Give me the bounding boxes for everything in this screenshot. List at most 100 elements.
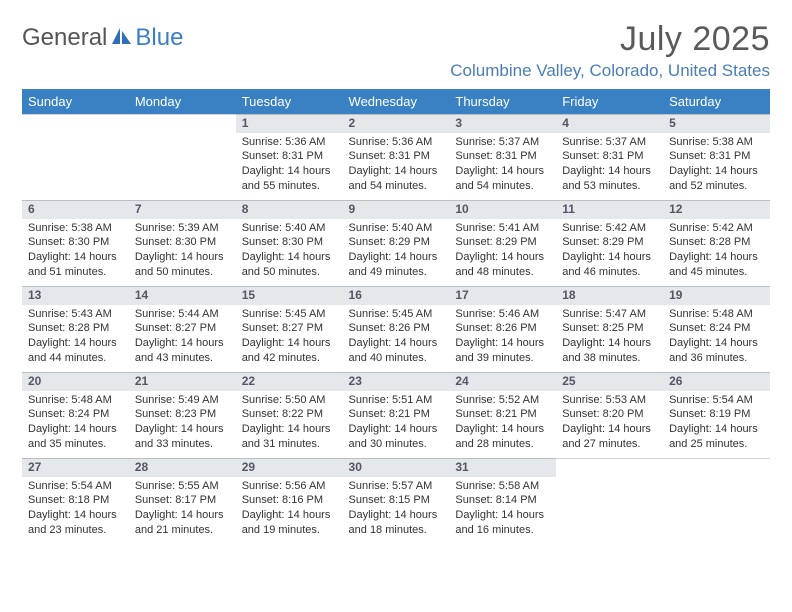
sunset-line: Sunset: 8:31 PM bbox=[562, 149, 657, 164]
day-content-row: Sunrise: 5:54 AMSunset: 8:18 PMDaylight:… bbox=[22, 477, 770, 545]
day-number-row: 13141516171819 bbox=[22, 287, 770, 305]
daylight-line: Daylight: 14 hours and 23 minutes. bbox=[28, 508, 123, 538]
page-title: July 2025 bbox=[450, 20, 770, 59]
sunset-line: Sunset: 8:17 PM bbox=[135, 493, 230, 508]
sunrise-line: Sunrise: 5:39 AM bbox=[135, 221, 230, 236]
sunrise-line: Sunrise: 5:40 AM bbox=[349, 221, 444, 236]
weekday-header: Friday bbox=[556, 89, 663, 115]
sunrise-line: Sunrise: 5:41 AM bbox=[455, 221, 550, 236]
day-number-cell: 4 bbox=[556, 115, 663, 133]
sunset-line: Sunset: 8:27 PM bbox=[242, 321, 337, 336]
sunset-line: Sunset: 8:14 PM bbox=[455, 493, 550, 508]
weekday-header: Sunday bbox=[22, 89, 129, 115]
daylight-line: Daylight: 14 hours and 50 minutes. bbox=[135, 250, 230, 280]
sunset-line: Sunset: 8:31 PM bbox=[669, 149, 764, 164]
day-content-cell: Sunrise: 5:49 AMSunset: 8:23 PMDaylight:… bbox=[129, 391, 236, 459]
daylight-line: Daylight: 14 hours and 43 minutes. bbox=[135, 336, 230, 366]
day-number-cell: 2 bbox=[343, 115, 450, 133]
day-content-cell: Sunrise: 5:43 AMSunset: 8:28 PMDaylight:… bbox=[22, 305, 129, 373]
daylight-line: Daylight: 14 hours and 46 minutes. bbox=[562, 250, 657, 280]
day-content-cell: Sunrise: 5:36 AMSunset: 8:31 PMDaylight:… bbox=[343, 133, 450, 201]
day-content-cell bbox=[663, 477, 770, 545]
sunset-line: Sunset: 8:23 PM bbox=[135, 407, 230, 422]
day-number-cell: 3 bbox=[449, 115, 556, 133]
sunrise-line: Sunrise: 5:50 AM bbox=[242, 393, 337, 408]
daylight-line: Daylight: 14 hours and 48 minutes. bbox=[455, 250, 550, 280]
day-content-cell: Sunrise: 5:48 AMSunset: 8:24 PMDaylight:… bbox=[22, 391, 129, 459]
daylight-line: Daylight: 14 hours and 31 minutes. bbox=[242, 422, 337, 452]
day-number-cell: 12 bbox=[663, 201, 770, 219]
day-number-cell bbox=[663, 459, 770, 477]
sunrise-line: Sunrise: 5:49 AM bbox=[135, 393, 230, 408]
daylight-line: Daylight: 14 hours and 16 minutes. bbox=[455, 508, 550, 538]
day-content-cell: Sunrise: 5:55 AMSunset: 8:17 PMDaylight:… bbox=[129, 477, 236, 545]
day-number-cell: 30 bbox=[343, 459, 450, 477]
weekday-header: Tuesday bbox=[236, 89, 343, 115]
day-content-cell: Sunrise: 5:38 AMSunset: 8:31 PMDaylight:… bbox=[663, 133, 770, 201]
sunset-line: Sunset: 8:21 PM bbox=[349, 407, 444, 422]
sunrise-line: Sunrise: 5:36 AM bbox=[349, 135, 444, 150]
weekday-header: Thursday bbox=[449, 89, 556, 115]
daylight-line: Daylight: 14 hours and 51 minutes. bbox=[28, 250, 123, 280]
day-number-cell: 25 bbox=[556, 373, 663, 391]
day-number-cell bbox=[556, 459, 663, 477]
day-number-cell: 10 bbox=[449, 201, 556, 219]
sunrise-line: Sunrise: 5:42 AM bbox=[669, 221, 764, 236]
day-number-cell: 22 bbox=[236, 373, 343, 391]
sunrise-line: Sunrise: 5:42 AM bbox=[562, 221, 657, 236]
day-content-cell: Sunrise: 5:57 AMSunset: 8:15 PMDaylight:… bbox=[343, 477, 450, 545]
sunrise-line: Sunrise: 5:53 AM bbox=[562, 393, 657, 408]
sunset-line: Sunset: 8:30 PM bbox=[135, 235, 230, 250]
sunset-line: Sunset: 8:30 PM bbox=[242, 235, 337, 250]
day-number-cell: 27 bbox=[22, 459, 129, 477]
daylight-line: Daylight: 14 hours and 19 minutes. bbox=[242, 508, 337, 538]
day-number-cell: 24 bbox=[449, 373, 556, 391]
sunset-line: Sunset: 8:31 PM bbox=[349, 149, 444, 164]
sunset-line: Sunset: 8:19 PM bbox=[669, 407, 764, 422]
day-content-cell: Sunrise: 5:37 AMSunset: 8:31 PMDaylight:… bbox=[556, 133, 663, 201]
day-number-cell: 29 bbox=[236, 459, 343, 477]
day-number-cell: 1 bbox=[236, 115, 343, 133]
day-number-cell: 9 bbox=[343, 201, 450, 219]
day-number-cell: 31 bbox=[449, 459, 556, 477]
daylight-line: Daylight: 14 hours and 50 minutes. bbox=[242, 250, 337, 280]
day-content-cell: Sunrise: 5:38 AMSunset: 8:30 PMDaylight:… bbox=[22, 219, 129, 287]
day-content-cell: Sunrise: 5:41 AMSunset: 8:29 PMDaylight:… bbox=[449, 219, 556, 287]
sunset-line: Sunset: 8:18 PM bbox=[28, 493, 123, 508]
daylight-line: Daylight: 14 hours and 55 minutes. bbox=[242, 164, 337, 194]
sunrise-line: Sunrise: 5:48 AM bbox=[669, 307, 764, 322]
day-content-cell bbox=[556, 477, 663, 545]
daylight-line: Daylight: 14 hours and 39 minutes. bbox=[455, 336, 550, 366]
day-content-cell: Sunrise: 5:56 AMSunset: 8:16 PMDaylight:… bbox=[236, 477, 343, 545]
day-number-row: 20212223242526 bbox=[22, 373, 770, 391]
day-number-cell: 5 bbox=[663, 115, 770, 133]
day-number-cell: 19 bbox=[663, 287, 770, 305]
sunset-line: Sunset: 8:24 PM bbox=[28, 407, 123, 422]
day-number-cell: 11 bbox=[556, 201, 663, 219]
day-number-row: 6789101112 bbox=[22, 201, 770, 219]
sunrise-line: Sunrise: 5:43 AM bbox=[28, 307, 123, 322]
calendar-table: SundayMondayTuesdayWednesdayThursdayFrid… bbox=[22, 89, 770, 545]
sunset-line: Sunset: 8:31 PM bbox=[455, 149, 550, 164]
day-content-cell: Sunrise: 5:58 AMSunset: 8:14 PMDaylight:… bbox=[449, 477, 556, 545]
day-content-cell: Sunrise: 5:39 AMSunset: 8:30 PMDaylight:… bbox=[129, 219, 236, 287]
sunrise-line: Sunrise: 5:55 AM bbox=[135, 479, 230, 494]
day-number-cell bbox=[22, 115, 129, 133]
day-content-cell: Sunrise: 5:48 AMSunset: 8:24 PMDaylight:… bbox=[663, 305, 770, 373]
sunset-line: Sunset: 8:24 PM bbox=[669, 321, 764, 336]
day-content-cell bbox=[129, 133, 236, 201]
day-number-cell: 13 bbox=[22, 287, 129, 305]
daylight-line: Daylight: 14 hours and 35 minutes. bbox=[28, 422, 123, 452]
daylight-line: Daylight: 14 hours and 54 minutes. bbox=[455, 164, 550, 194]
logo-text-general: General bbox=[22, 24, 107, 52]
day-content-cell: Sunrise: 5:40 AMSunset: 8:30 PMDaylight:… bbox=[236, 219, 343, 287]
header: General Blue July 2025 Columbine Valley,… bbox=[22, 20, 770, 81]
sunrise-line: Sunrise: 5:45 AM bbox=[349, 307, 444, 322]
sunrise-line: Sunrise: 5:54 AM bbox=[28, 479, 123, 494]
daylight-line: Daylight: 14 hours and 18 minutes. bbox=[349, 508, 444, 538]
weekday-header: Wednesday bbox=[343, 89, 450, 115]
day-content-cell bbox=[22, 133, 129, 201]
day-content-cell: Sunrise: 5:46 AMSunset: 8:26 PMDaylight:… bbox=[449, 305, 556, 373]
weekday-header: Saturday bbox=[663, 89, 770, 115]
daylight-line: Daylight: 14 hours and 36 minutes. bbox=[669, 336, 764, 366]
